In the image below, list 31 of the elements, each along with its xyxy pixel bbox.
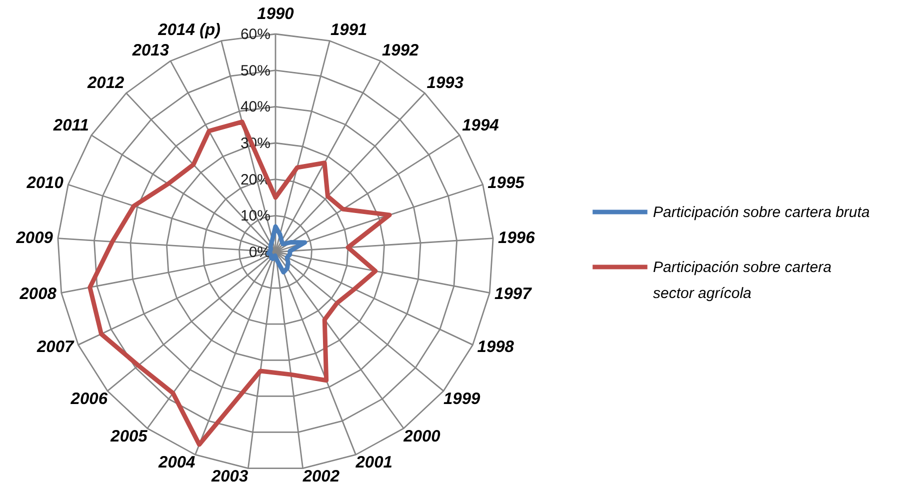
legend-label: Participación sobre cartera sector agrícola	[653, 259, 832, 302]
spoke-label: 1999	[443, 390, 481, 408]
spoke-label: 2008	[18, 284, 58, 303]
legend-label: Participación sobre cartera bruta	[653, 204, 870, 221]
spoke-label: 1998	[477, 338, 515, 356]
spoke-label: 1993	[426, 74, 464, 92]
spoke-label: 1992	[382, 41, 419, 60]
spoke-label: 2003	[210, 467, 248, 484]
spoke-label: 2007	[36, 338, 75, 356]
spoke-label: 2002	[302, 467, 340, 484]
y-tick-label: 10%	[240, 208, 270, 225]
spoke-label: 1997	[494, 284, 532, 303]
y-tick-label: 40%	[240, 98, 270, 116]
spoke-label: 2012	[86, 74, 124, 92]
spoke-label: 2000	[402, 427, 442, 446]
spoke-label: 1994	[462, 116, 499, 135]
spoke-label: 2009	[15, 229, 54, 247]
spoke-label: 1995	[488, 174, 526, 192]
spoke-label: 2014 (p)	[157, 20, 222, 39]
spoke-label: 2010	[26, 174, 64, 192]
spoke-label: 2011	[52, 116, 89, 135]
spoke-label: 1990	[257, 5, 295, 23]
spoke-label: 2013	[131, 41, 170, 60]
spoke-label: 2005	[110, 427, 148, 446]
spoke-label: 1996	[498, 229, 536, 247]
y-tick-label: 50%	[240, 62, 270, 80]
spoke-label: 2004	[158, 454, 196, 472]
spoke-label: 2006	[70, 390, 108, 408]
spoke-label: 1991	[330, 20, 368, 39]
spoke-label: 2001	[354, 454, 392, 472]
y-tick-label: 60%	[240, 26, 270, 43]
